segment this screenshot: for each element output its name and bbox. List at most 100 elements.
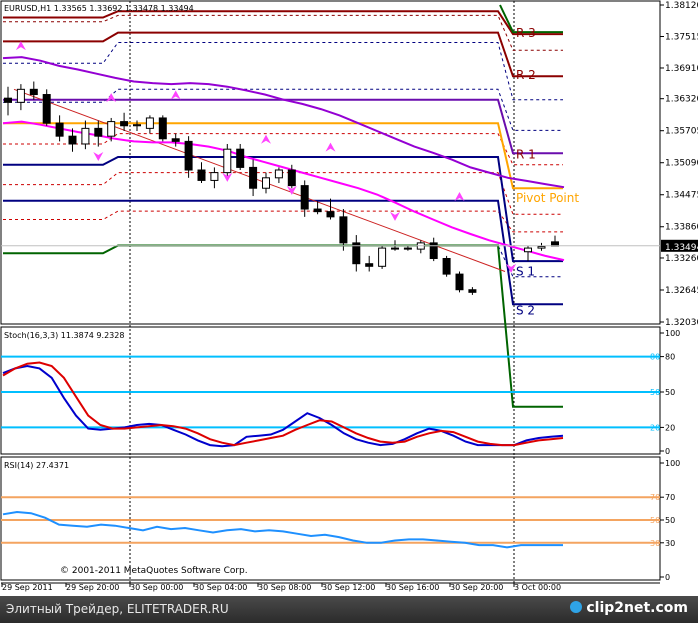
candle-body	[339, 216, 348, 244]
candle-body	[145, 117, 154, 129]
candle-body	[274, 169, 283, 179]
fractal-down-icon	[506, 263, 517, 273]
mid-level-dashed	[3, 133, 563, 166]
price-tick-label: 1.37515	[665, 32, 698, 42]
candle-body	[171, 138, 180, 142]
current-price-label: 1.33494	[665, 243, 698, 253]
candle-body	[287, 169, 296, 187]
pivot-s1-line	[3, 156, 563, 263]
pivot-point-line	[3, 122, 563, 190]
candle-body	[94, 127, 103, 137]
price-tick-label: 1.36320	[665, 95, 698, 105]
pivot-r3-line	[3, 10, 563, 36]
rsi-tick-label: 70	[665, 493, 675, 502]
candle-body	[55, 122, 64, 137]
time-tick-label: 29 Sep 2011	[2, 583, 53, 592]
rsi-tick-label: 50	[665, 516, 675, 525]
stoch-level-label: 50	[650, 388, 660, 397]
pivot-label: R 1	[516, 147, 536, 161]
fractal-down-icon	[286, 185, 297, 195]
candle-body	[455, 273, 464, 291]
price-tick-label: 1.33860	[665, 223, 698, 233]
candle-body	[537, 246, 546, 249]
candle-body	[107, 121, 116, 137]
time-tick-label: 29 Sep 20:00	[66, 583, 119, 592]
rsi-label: RSI(14) 27.4371	[4, 461, 69, 470]
fractal-down-icon	[222, 172, 233, 182]
fractal-down-icon	[390, 211, 400, 221]
pivot-r2-line	[3, 31, 563, 78]
pivot-s2-line	[3, 199, 563, 306]
stoch-tick-label: 50	[665, 388, 675, 397]
rsi-tick-label: 100	[665, 459, 680, 468]
time-tick-label: 30 Sep 08:00	[258, 583, 311, 592]
current-price-box	[661, 239, 698, 252]
time-tick-label: 30 Sep 00:00	[130, 583, 183, 592]
stoch-tick-label: 20	[665, 423, 675, 432]
chart-title: EURUSD,H1 1.33565 1.33692 1.33478 1.3349…	[4, 4, 194, 13]
rsi-tick-label: 0	[665, 573, 670, 582]
time-tick-label: 30 Sep 12:00	[322, 583, 375, 592]
pivot-label: S 2	[516, 304, 535, 318]
candle-body	[210, 172, 219, 181]
stoch-level-label: 80	[650, 353, 660, 362]
footer-bar: Элитный Трейдер, ELITETRADER.RU clip2net…	[0, 596, 698, 623]
stoch-tick-label: 100	[665, 329, 680, 338]
pivot-label: R 2	[516, 68, 536, 82]
candle-body	[403, 247, 412, 250]
candle-body	[300, 185, 309, 210]
pivot-label: S 1	[516, 265, 535, 279]
pivot-top-green-line	[499, 4, 563, 34]
fractal-down-icon	[93, 151, 104, 161]
stoch-series-line-2	[2, 361, 564, 447]
candle-body	[16, 88, 25, 103]
pivot-r2-inner-line	[3, 98, 563, 155]
logo-dot-icon	[570, 601, 583, 613]
stoch-series-line-1	[2, 364, 564, 448]
candle-body	[4, 97, 12, 103]
footer-logo: clip2net.com	[570, 600, 688, 616]
stoch-label: Stoch(16,3,3) 11.3874 9.2328	[4, 331, 124, 340]
copyright-text: © 2001-2011 MetaQuotes Software Corp.	[60, 566, 248, 576]
candle-body	[365, 263, 374, 267]
time-tick-label: 30 Sep 04:00	[194, 583, 247, 592]
candle-body	[249, 166, 258, 189]
candle-body	[352, 242, 361, 265]
price-tick-label: 1.38120	[665, 1, 698, 11]
candle-body	[262, 177, 270, 189]
trendline	[13, 88, 506, 272]
candle-body	[133, 124, 141, 127]
candle-body	[223, 148, 232, 174]
price-tick-label: 1.35090	[665, 159, 698, 169]
candle-body	[326, 211, 335, 218]
pivot-label: Pivot Point	[516, 191, 579, 205]
candle-body	[236, 148, 245, 168]
fractal-up-icon	[261, 134, 271, 144]
ma-violet-line	[2, 56, 565, 189]
candle-body	[184, 140, 193, 171]
price-tick-label: 1.32030	[665, 318, 698, 328]
fractal-up-icon	[325, 142, 336, 152]
price-tick-label: 1.34475	[665, 191, 698, 201]
time-tick-label: 3 Oct 00:00	[514, 583, 561, 592]
price-tick-label: 1.33260	[665, 254, 698, 264]
rsi-series-line-1	[2, 510, 563, 549]
candle-body	[29, 88, 38, 96]
rsi-level-label: 30	[650, 539, 660, 548]
candle-body	[378, 247, 387, 267]
footer-caption: Элитный Трейдер, ELITETRADER.RU	[6, 602, 229, 616]
rsi-tick-label: 30	[665, 539, 675, 548]
candle-body	[42, 94, 51, 124]
candle-body	[158, 117, 167, 140]
fractal-up-icon	[15, 41, 26, 51]
price-tick-label: 1.35705	[665, 127, 698, 137]
stoch-level-label: 20	[650, 423, 660, 432]
rsi-level-label: 50	[650, 516, 660, 525]
price-tick-label: 1.36910	[665, 64, 698, 74]
fractal-up-icon	[106, 93, 117, 103]
candle-body	[81, 127, 90, 145]
price-tick-label: 1.32645	[665, 286, 698, 296]
panel-frame-3	[0, 456, 661, 581]
